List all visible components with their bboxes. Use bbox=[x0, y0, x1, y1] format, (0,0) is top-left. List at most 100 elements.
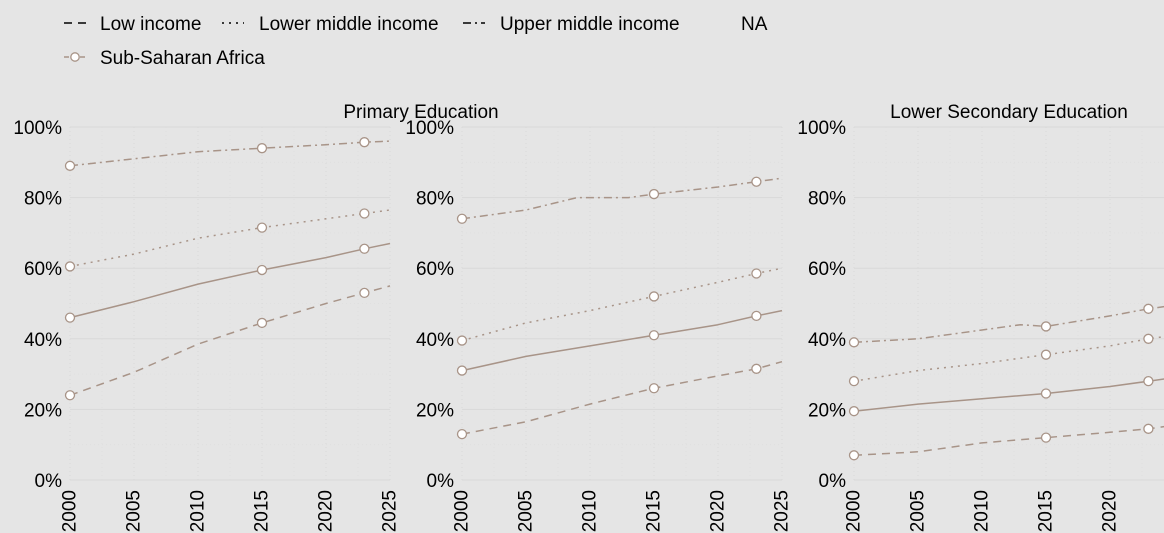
data-point bbox=[256, 264, 268, 276]
legend-label: Lower middle income bbox=[259, 14, 439, 35]
y-tick-label: 40% bbox=[416, 330, 454, 351]
data-point bbox=[359, 287, 370, 299]
series-line bbox=[461, 177, 783, 220]
data-point bbox=[1143, 333, 1154, 344]
y-tick-label: 40% bbox=[24, 330, 62, 351]
legend-key-circle-marker bbox=[70, 52, 80, 62]
legend-item-sub-saharan-africa: Sub-Saharan Africa bbox=[64, 48, 265, 69]
panel-primary-education: Primary Education 0% 20% 40% 60% 80% 100% 2000 2… bbox=[13, 102, 498, 532]
series-line bbox=[853, 335, 1164, 382]
x-tick-label: 2000 bbox=[60, 490, 81, 532]
series-low-income bbox=[64, 285, 391, 401]
series-na bbox=[456, 309, 783, 376]
x-tick-label: 2025 bbox=[772, 490, 793, 532]
y-tick-label: 20% bbox=[416, 400, 454, 421]
data-point bbox=[848, 406, 860, 417]
data-point bbox=[1040, 349, 1052, 360]
y-tick-label: 40% bbox=[808, 330, 846, 351]
data-point bbox=[256, 317, 268, 329]
series-na bbox=[64, 242, 391, 323]
legend-item-na: NA bbox=[741, 14, 768, 35]
data-point bbox=[751, 176, 762, 187]
data-point bbox=[1143, 303, 1154, 314]
data-point bbox=[648, 383, 660, 394]
x-tick-label: 2005 bbox=[516, 490, 537, 532]
series-upper-middle-income bbox=[64, 137, 391, 171]
data-point bbox=[1040, 388, 1052, 399]
panel-upper-secondary-education: Upper Secondary Education0%20%40%60%80%1… bbox=[797, 118, 1164, 532]
data-point bbox=[751, 268, 762, 279]
data-point bbox=[456, 428, 468, 440]
x-tick-label: 2005 bbox=[124, 490, 145, 532]
data-point bbox=[848, 376, 860, 387]
y-tick-label: 80% bbox=[24, 189, 62, 210]
data-point bbox=[256, 222, 268, 233]
y-tick-label: 80% bbox=[808, 189, 846, 210]
data-point bbox=[256, 143, 268, 154]
x-tick-label: 2010 bbox=[580, 490, 601, 532]
data-point bbox=[1143, 423, 1154, 434]
x-tick-label: 2020 bbox=[708, 490, 729, 532]
series-line bbox=[853, 305, 1164, 344]
data-point bbox=[751, 363, 762, 374]
data-point bbox=[648, 188, 660, 200]
data-point bbox=[751, 310, 762, 322]
y-tick-label: 20% bbox=[808, 400, 846, 421]
x-tick-label: 2015 bbox=[252, 490, 273, 532]
data-point bbox=[359, 137, 370, 148]
series-low-income bbox=[848, 423, 1164, 461]
series-upper-middle-income bbox=[456, 176, 783, 224]
data-point bbox=[848, 450, 860, 461]
legend-label: Upper middle income bbox=[500, 14, 680, 35]
data-point bbox=[848, 337, 860, 348]
legend: Low income Lower middle income Upper middl… bbox=[64, 14, 768, 69]
series-upper-middle-income bbox=[848, 303, 1164, 348]
y-tick-label: 100% bbox=[797, 118, 846, 139]
x-tick-label: 2025 bbox=[380, 490, 401, 532]
panels: Primary Education 0% 20% 40% 60% 80% 100% 2000 2… bbox=[13, 102, 1164, 532]
legend-item-upper-middle-income: Upper middle income bbox=[463, 14, 680, 35]
x-tick-label: 2010 bbox=[188, 490, 209, 532]
x-tick-label: 2015 bbox=[644, 490, 665, 532]
x-tick-label: 2015 bbox=[1036, 490, 1057, 532]
legend-label: Sub-Saharan Africa bbox=[100, 48, 265, 69]
y-tick-label: 0% bbox=[35, 471, 63, 492]
data-point bbox=[64, 160, 76, 171]
data-point bbox=[359, 243, 370, 254]
data-point bbox=[1040, 321, 1052, 332]
x-tick-label: 2010 bbox=[972, 490, 993, 532]
x-tick-label: 2000 bbox=[452, 490, 473, 532]
data-point bbox=[64, 261, 76, 272]
panel-title: Lower Secondary Education bbox=[890, 102, 1128, 123]
y-tick-label: 0% bbox=[427, 471, 455, 492]
series-low-income bbox=[456, 360, 783, 440]
data-point bbox=[648, 291, 660, 302]
legend-label: NA bbox=[741, 14, 768, 35]
y-tick-label: 60% bbox=[808, 259, 846, 280]
data-point bbox=[64, 390, 76, 401]
data-point bbox=[1143, 376, 1154, 387]
data-point bbox=[64, 312, 76, 323]
y-tick-label: 100% bbox=[405, 118, 454, 139]
legend-item-lower-middle-income: Lower middle income bbox=[222, 14, 439, 35]
data-point bbox=[648, 330, 660, 341]
y-tick-label: 80% bbox=[416, 189, 454, 210]
panel-lower-secondary-education: Lower Secondary Education 0% 20% 40% 60% 80% 1… bbox=[405, 102, 1127, 532]
series-lower-middle-income bbox=[456, 267, 783, 346]
data-point bbox=[456, 213, 468, 224]
x-tick-label: 2020 bbox=[316, 490, 337, 532]
series-lower-middle-income bbox=[848, 333, 1164, 387]
data-point bbox=[359, 208, 370, 219]
data-point bbox=[1040, 432, 1052, 443]
y-tick-label: 0% bbox=[819, 471, 847, 492]
y-tick-label: 60% bbox=[416, 259, 454, 280]
data-point bbox=[456, 365, 468, 376]
series-lower-middle-income bbox=[64, 208, 391, 272]
panel-title: Primary Education bbox=[343, 102, 498, 123]
x-tick-label: 2020 bbox=[1100, 490, 1121, 532]
y-tick-label: 60% bbox=[24, 259, 62, 280]
series-na bbox=[848, 376, 1164, 417]
y-tick-label: 20% bbox=[24, 400, 62, 421]
